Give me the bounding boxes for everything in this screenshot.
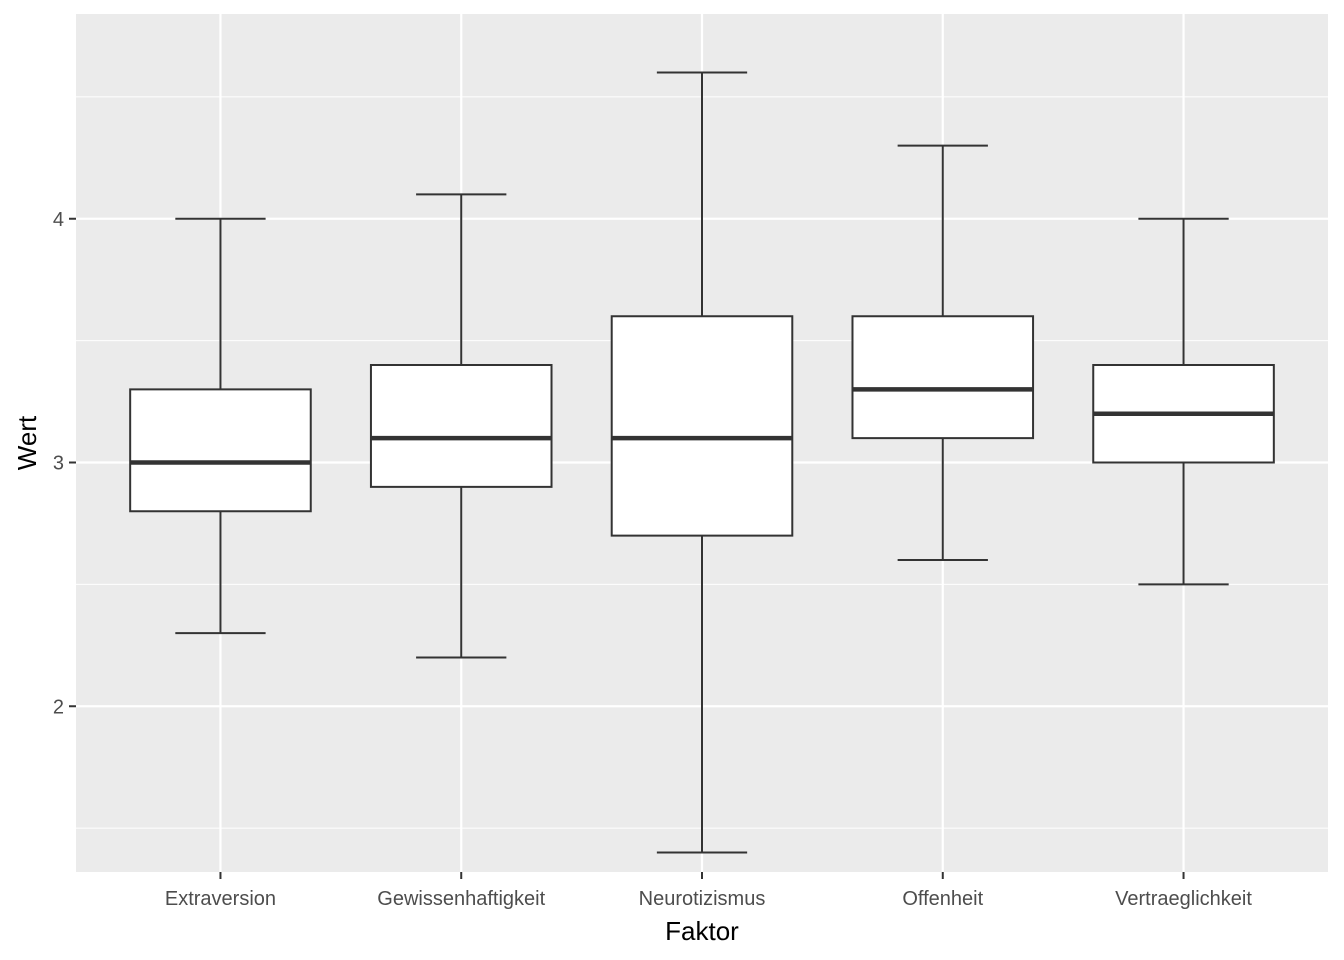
box-gewissenhaftigkeit [369,193,553,659]
box-vertraeglichkeit [1092,217,1275,586]
x-axis: Extraversion Gewissenhaftigkeit Neurotizis… [165,872,1252,910]
iqr-box [369,364,553,488]
iqr-box [610,315,794,537]
y-axis-title: Wert [12,415,42,470]
boxes-layer [129,71,1275,854]
x-tick-label-offenheit: Offenheit [902,888,983,910]
box-neurotizismus [610,71,794,854]
x-tick-label-neurotizismus: Neurotizismus [639,888,766,910]
x-tick-label-vertraeglichkeit: Vertraeglichkeit [1115,888,1252,910]
iqr-box [851,315,1035,440]
x-axis-title: Faktor [665,916,739,946]
x-tick-label-gewissenhaftigkeit: Gewissenhaftigkeit [377,888,545,910]
box-extraversion [129,217,312,635]
y-axis: 2 3 4 [53,209,76,718]
y-tick-label: 4 [53,209,64,231]
iqr-box [129,388,312,513]
y-tick-label: 3 [53,453,64,475]
y-tick-label: 2 [53,696,64,718]
x-tick-label-extraversion: Extraversion [165,888,276,910]
box-offenheit [851,144,1035,561]
